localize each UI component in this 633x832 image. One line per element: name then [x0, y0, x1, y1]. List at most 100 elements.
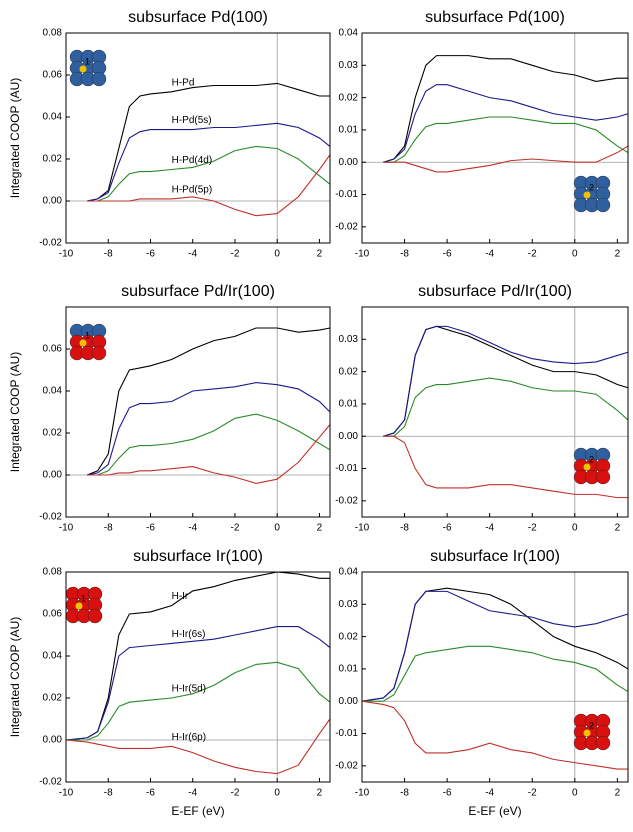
line: [87, 382, 331, 476]
panel-title: subsurface Ir(100): [133, 548, 263, 565]
site-label: 1: [85, 330, 90, 340]
y-tick-label: 0.00: [43, 196, 63, 207]
y-tick-label: 0.04: [43, 386, 63, 397]
x-tick-label: -2: [231, 249, 240, 260]
series-label: H-Pd(5s): [172, 115, 212, 126]
x-tick-label: -4: [188, 788, 197, 799]
panel: subsurface Pd(100) -10 -8 -6 -4 -2 0 2 -0.02 -0.0…: [335, 9, 629, 260]
x-tick-label: 0: [572, 249, 578, 260]
atom: [91, 71, 107, 87]
x-tick-label: 0: [274, 523, 280, 534]
line: [383, 55, 628, 163]
series-label: H-Pd(4d): [172, 155, 213, 166]
line: [87, 154, 331, 217]
x-tick-label: -6: [146, 523, 155, 534]
y-axis-label: Integrated COOP (AU): [8, 352, 22, 473]
x-tick-label: 2: [615, 249, 621, 260]
x-tick-label: 0: [274, 249, 280, 260]
plot-frame: [65, 306, 331, 518]
line: [66, 661, 331, 741]
y-tick-label: 0.03: [339, 334, 359, 345]
y-tick-label: 0.03: [339, 60, 359, 71]
y-tick-label: 0.06: [43, 344, 63, 355]
line: [383, 435, 628, 499]
atom: [87, 608, 103, 624]
y-tick-label: 0.02: [43, 428, 63, 439]
x-tick-label: -4: [188, 523, 197, 534]
x-tick-label: -8: [104, 249, 113, 260]
line: [65, 571, 330, 741]
y-tick-label: 0.08: [43, 567, 63, 578]
atom: [595, 197, 611, 213]
x-tick-label: 2: [317, 249, 323, 260]
x-tick-label: -4: [485, 249, 494, 260]
y-tick-label: 0.01: [339, 125, 359, 136]
x-tick-label: -6: [146, 788, 155, 799]
series-label: H-Ir(6p): [172, 732, 206, 743]
y-tick-label: -0.02: [335, 760, 358, 771]
panel-title: subsurface Ir(100): [430, 548, 560, 565]
site-label: 1: [85, 56, 90, 66]
plot-frame: [361, 32, 629, 244]
x-tick-label: 0: [572, 788, 578, 799]
y-axis-label: Integrated COOP (AU): [8, 617, 22, 738]
line: [87, 122, 331, 202]
x-tick-label: -2: [528, 249, 537, 260]
x-tick-label: -6: [146, 249, 155, 260]
x-tick-label: -8: [104, 523, 113, 534]
x-tick-label: 2: [615, 523, 621, 534]
y-tick-label: 0.02: [339, 92, 359, 103]
x-axis-label: E-EF (eV): [468, 804, 521, 818]
x-tick-label: 0: [274, 788, 280, 799]
x-tick-label: -4: [485, 788, 494, 799]
y-tick-label: 0.00: [339, 431, 359, 442]
series-label: H-Ir: [172, 591, 189, 602]
atom: [91, 345, 107, 361]
y-tick-label: 0.06: [43, 70, 63, 81]
site-label: 2: [589, 182, 594, 192]
hydrogen-atom: [583, 463, 591, 471]
x-tick-label: -2: [528, 788, 537, 799]
y-tick-label: 0.01: [339, 399, 359, 410]
x-tick-label: -10: [59, 523, 74, 534]
x-tick-label: -8: [400, 249, 409, 260]
line: [361, 590, 629, 702]
line: [383, 84, 629, 163]
series-label: H-Ir(6s): [172, 629, 206, 640]
x-tick-label: 2: [615, 788, 621, 799]
x-tick-label: -10: [355, 788, 370, 799]
y-tick-label: 0.03: [339, 599, 359, 610]
series-label: H-Pd: [172, 77, 195, 88]
x-tick-label: -10: [59, 788, 74, 799]
x-tick-label: -6: [443, 249, 452, 260]
y-tick-label: -0.02: [39, 512, 62, 523]
line: [383, 325, 629, 437]
panel: subsurface Ir(100) E-EF (eV) -10 -8 -6 -4 -2 0 2…: [335, 548, 629, 818]
site-label: 2: [589, 454, 594, 464]
y-tick-label: 0.02: [339, 631, 359, 642]
y-tick-label: 0.04: [339, 28, 359, 39]
x-tick-label: -8: [400, 788, 409, 799]
x-tick-label: -10: [355, 523, 370, 534]
panel-title: subsurface Pd/Ir(100): [418, 283, 572, 300]
line: [362, 645, 629, 702]
panel: subsurface Ir(100) Integrated COOP (AU) E-…: [8, 548, 331, 818]
y-tick-label: 0.00: [339, 696, 359, 707]
panel: subsurface Pd(100) Integrated COOP (AU) -1…: [8, 9, 331, 260]
x-tick-label: -6: [443, 523, 452, 534]
line: [383, 377, 629, 437]
line: [65, 626, 331, 741]
plot-frame: [65, 32, 331, 244]
site-label: 2: [589, 720, 594, 730]
line: [65, 718, 331, 775]
y-tick-label: -0.02: [335, 221, 358, 232]
site-label: 1: [81, 593, 86, 603]
line: [383, 116, 629, 163]
plot-frame: [65, 571, 331, 783]
line: [87, 145, 331, 202]
line: [87, 413, 331, 476]
line: [87, 82, 330, 202]
x-tick-label: -4: [188, 249, 197, 260]
y-tick-label: 0.00: [43, 470, 63, 481]
hydrogen-atom: [79, 65, 87, 73]
